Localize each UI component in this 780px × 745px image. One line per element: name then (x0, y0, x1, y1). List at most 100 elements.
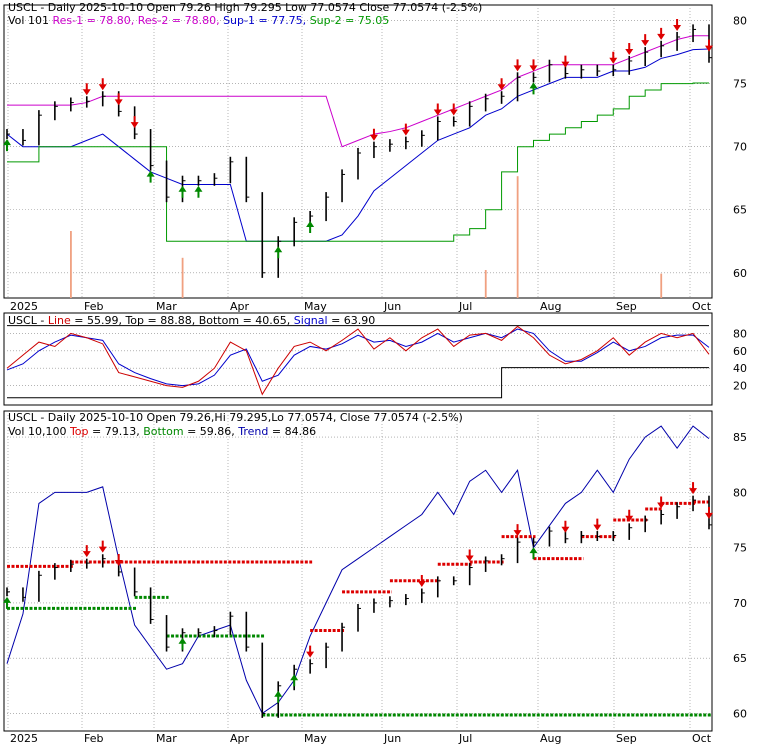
trend-up-arrow (274, 690, 283, 703)
stoch-line-label: Line (48, 314, 71, 327)
price-tick-label: 70 (733, 141, 747, 154)
price-down-arrow (609, 51, 618, 64)
price-sup-2-line (7, 82, 709, 242)
trend-tick-label: 65 (733, 652, 747, 665)
price-volume-bar (181, 257, 184, 298)
trend-month-label: Oct (692, 732, 712, 745)
stoch-tick-label: 80 (733, 327, 747, 340)
stoch-ticker: USCL (8, 314, 38, 327)
stoch-signal-value: = 63.90 (328, 314, 376, 327)
price-up-arrow (274, 246, 283, 259)
price-down-arrow (369, 128, 378, 141)
indicator-lines-layer (6, 35, 711, 717)
price-month-label: May (304, 300, 327, 313)
stoch-top-label: Top (124, 314, 144, 327)
trend-down-arrow (306, 645, 315, 658)
trend-down-arrow (417, 574, 426, 587)
price-down-arrow (449, 103, 458, 116)
trend-volume-label: Vol 10,100 (8, 425, 66, 438)
price-tick-label: 80 (733, 15, 747, 28)
stoch-panel-frame (3, 312, 713, 406)
price-volume-label: Vol 101 (8, 14, 49, 27)
trend-trend-value: = 84.86 (268, 425, 316, 438)
trend-down-arrow (513, 524, 522, 537)
price-month-label: Apr (230, 300, 250, 313)
stoch-top-value: = 88.88, (144, 314, 195, 327)
price-up-arrow (178, 185, 187, 198)
price-res-1-line (7, 35, 709, 148)
price-down-arrow (114, 93, 123, 106)
price-up-arrow (3, 139, 11, 152)
price-down-arrow (673, 19, 682, 31)
price-sup-1-line (6, 48, 710, 242)
price-up-arrow (529, 82, 538, 95)
price-volume-bar (516, 176, 519, 298)
trend-down-arrow (465, 549, 474, 562)
volume-layer (70, 176, 663, 298)
trend-month-label: Feb (84, 732, 103, 745)
price-title-details: - Daily 2025-10-10 Open 79.26 High 79.29… (37, 1, 482, 14)
stoch-signal-line (6, 328, 710, 387)
stoch-main-line (6, 325, 710, 396)
trend-top-value: = 79.13, (89, 425, 140, 438)
price-panel-title: USCL - Daily 2025-10-10 Open 79.26 High … (8, 1, 482, 14)
axis-ticks-layer: 60 65 70 75 80 2025 Feb Mar Apr May Jun Jul Aug Sep Oc… (10, 15, 747, 745)
trend-tick-label: 85 (733, 431, 747, 444)
trend-up-arrow (290, 674, 299, 687)
price-panel-legend: Vol 101 Res-1 = 78.80, Res-2 = 78.80, Su… (8, 14, 389, 27)
price-down-arrow (641, 34, 650, 47)
trend-down-arrow (705, 506, 713, 519)
price-down-arrow (82, 83, 91, 96)
stoch-tick-label: 20 (733, 380, 747, 393)
price-month-label: Oct (692, 300, 712, 313)
stoch-bottom-label: Bottom (199, 314, 239, 327)
price-month-label: Aug (540, 300, 561, 313)
trend-panel-title: USCL - Daily 2025-10-10 Open 79.26,Hi 79… (8, 411, 463, 424)
trend-up-arrow (3, 596, 11, 609)
stoch-signal-label: Signal (294, 314, 328, 327)
trend-title-details: - Daily 2025-10-10 Open 79.26,Hi 79.295,… (37, 411, 463, 424)
trend-top-label: Top (69, 425, 89, 438)
trend-month-label: Apr (230, 732, 250, 745)
trend-up-arrow (529, 547, 538, 560)
price-up-arrow (306, 221, 315, 234)
trend-tick-label: 80 (733, 486, 747, 499)
price-bars-layer (6, 24, 712, 718)
trend-down-arrow (98, 540, 107, 553)
price-month-label: 2025 (10, 300, 38, 313)
stoch-tick-label: 60 (733, 345, 747, 358)
price-month-label: Mar (156, 300, 177, 313)
price-month-label: Feb (84, 300, 103, 313)
trend-tick-label: 60 (733, 707, 747, 720)
trend-month-label: Sep (616, 732, 637, 745)
price-down-arrow (433, 103, 442, 116)
stoch-bottom-value: = 40.65, (239, 314, 290, 327)
trend-up-arrow (178, 637, 187, 650)
price-down-arrow (657, 27, 666, 40)
trend-panel-legend: Vol 10,100 Top = 79.13, Bottom = 59.86, … (8, 425, 316, 438)
price-month-label: Jun (383, 300, 401, 313)
price-tick-label: 60 (733, 267, 747, 280)
price-up-arrow (146, 170, 155, 183)
price-volume-bar (70, 231, 72, 298)
trend-month-label: 2025 (10, 732, 38, 745)
trend-tick-label: 70 (733, 597, 747, 610)
trend-ticker: USCL (8, 411, 38, 424)
trend-down-arrow (114, 553, 123, 566)
price-panel-frame (3, 4, 713, 299)
signal-arrows-layer (3, 19, 713, 703)
sup1-label: Sup-1 = 77.75, (223, 14, 306, 27)
stoch-tick-label: 40 (733, 362, 747, 375)
trend-trend-label: Trend (237, 425, 268, 438)
trend-down-arrow (561, 520, 570, 533)
price-down-arrow (401, 123, 410, 136)
stoch-panel-title: USCL - Line = 55.99, Top = 88.88, Bottom… (8, 314, 375, 327)
price-down-arrow (497, 78, 506, 91)
price-volume-bar (484, 269, 487, 298)
trend-down-arrow (625, 509, 634, 522)
trend-down-arrow (657, 496, 666, 509)
trend-month-label: Jun (383, 732, 401, 745)
stoch-bottom-line (7, 367, 709, 399)
stoch-line-value: = 55.99, (71, 314, 122, 327)
